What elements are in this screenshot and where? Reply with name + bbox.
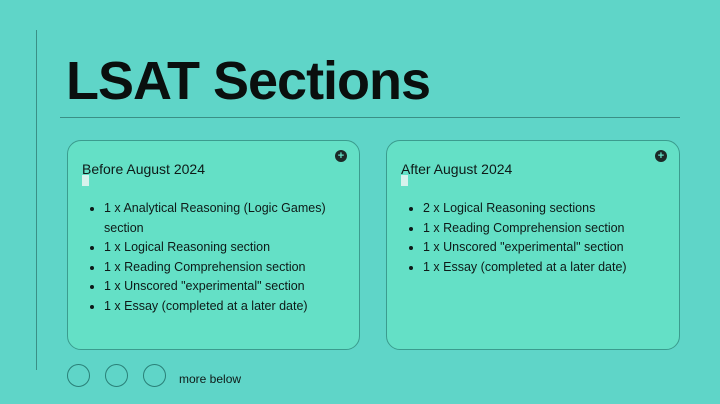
horizontal-divider bbox=[60, 117, 680, 118]
card-heading: Before August 2024 bbox=[82, 161, 205, 177]
card-after-august-2024: + After August 2024 2 x Logical Reasonin… bbox=[386, 140, 680, 350]
circle-icon[interactable] bbox=[105, 364, 128, 387]
list-item: 1 x Reading Comprehension section bbox=[104, 258, 354, 278]
circle-icon[interactable] bbox=[143, 364, 166, 387]
section-list: 2 x Logical Reasoning sections 1 x Readi… bbox=[403, 199, 673, 277]
plus-circle-icon[interactable]: + bbox=[655, 150, 667, 162]
card-before-august-2024: + Before August 2024 1 x Analytical Reas… bbox=[67, 140, 360, 350]
plus-circle-icon[interactable]: + bbox=[335, 150, 347, 162]
list-item: 1 x Essay (completed at a later date) bbox=[423, 258, 673, 278]
circle-icon[interactable] bbox=[67, 364, 90, 387]
card-heading: After August 2024 bbox=[401, 161, 513, 177]
list-item: 1 x Analytical Reasoning (Logic Games) s… bbox=[104, 199, 354, 238]
list-item: 2 x Logical Reasoning sections bbox=[423, 199, 673, 219]
list-item: 1 x Reading Comprehension section bbox=[423, 219, 673, 239]
text-cursor bbox=[401, 175, 408, 186]
section-list: 1 x Analytical Reasoning (Logic Games) s… bbox=[84, 199, 354, 316]
list-item: 1 x Logical Reasoning section bbox=[104, 238, 354, 258]
page-title: LSAT Sections bbox=[66, 51, 431, 111]
more-below-label: more below bbox=[179, 372, 242, 386]
text-cursor bbox=[82, 175, 89, 186]
list-item: 1 x Unscored "experimental" section bbox=[104, 277, 354, 297]
vertical-divider bbox=[36, 30, 37, 370]
list-item: 1 x Unscored "experimental" section bbox=[423, 238, 673, 258]
list-item: 1 x Essay (completed at a later date) bbox=[104, 297, 354, 317]
